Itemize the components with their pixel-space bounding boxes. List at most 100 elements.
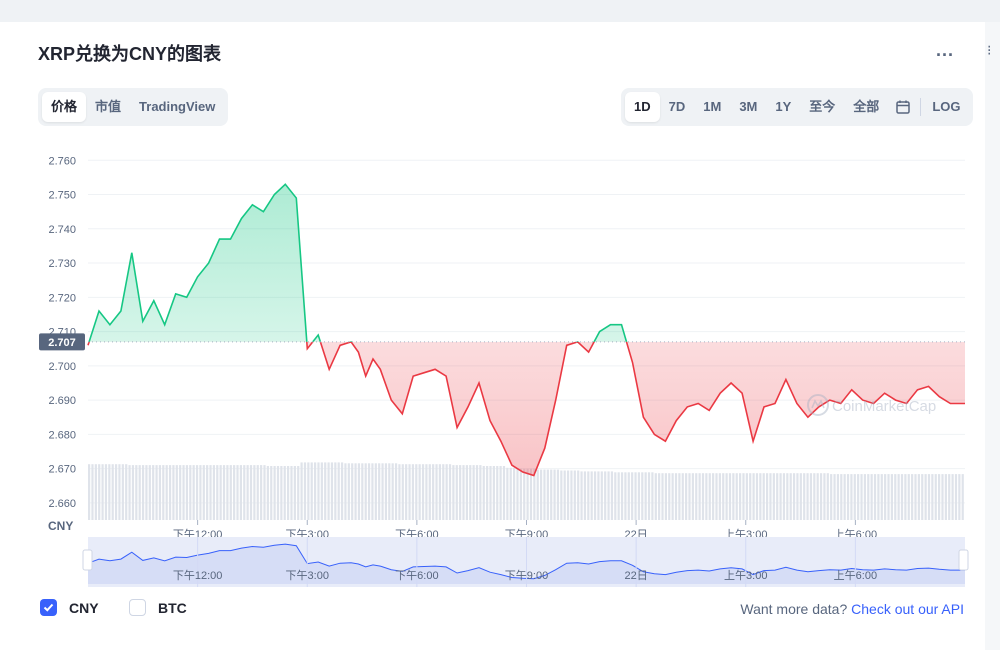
volume-bar [249,465,253,520]
volume-bar [529,468,533,520]
volume-bar [101,464,104,520]
volume-bar [857,474,860,520]
volume-bar [587,471,590,520]
volume-bar [705,473,708,520]
volume-bar [324,462,327,520]
navigator-line [87,543,965,580]
volume-bar [158,465,162,520]
api-promo: Want more data? Check out our API [740,601,964,617]
range-1d[interactable]: 1D [625,92,660,122]
volume-bar [543,469,546,520]
range-tabs: 1D 7D 1M 3M 1Y 至今 全部 LOG [621,88,974,126]
volume-bar [759,473,762,520]
volume-bar [712,473,715,520]
volume-bar [260,465,263,520]
volume-bar [384,463,388,520]
current-price-label: 2.707 [48,337,76,349]
volume-bar [566,470,570,520]
range-7d[interactable]: 7D [668,99,686,114]
volume-bar [239,465,242,520]
volume-bar [361,463,364,520]
volume-bar [570,470,573,520]
navigator-right-handle[interactable] [958,549,969,571]
volume-bar [320,462,323,520]
volume-bar [253,465,256,520]
volume-bar [610,471,614,520]
current-price-badge: 2.707 [39,333,85,351]
volume-bar [121,464,124,520]
tab-price[interactable]: 价格 [42,92,87,122]
navigator-left-handle[interactable] [82,549,93,571]
check-icon[interactable] [40,599,57,616]
range-all[interactable]: 全部 [853,99,880,114]
volume-bar [344,463,347,520]
volume-bar [482,466,485,520]
log-toggle[interactable]: LOG [932,99,961,114]
volume-bar [826,473,829,520]
volume-bar [890,474,893,520]
volume-bar [273,466,276,520]
y-tick-label: 2.670 [48,464,76,476]
volume-bar [246,465,249,520]
volume-bar [900,474,904,520]
volume-bar [128,465,131,520]
volume-bar [432,464,435,520]
price-chart[interactable]: 2.7602.7502.7402.7302.7202.7102.7002.690… [0,140,980,590]
volume-bar [378,463,381,520]
range-ytd[interactable]: 至今 [809,99,836,114]
more-options-icon[interactable]: ... [936,40,955,60]
volume-bar [718,473,721,520]
volume-bar [938,474,941,520]
volume-bar [715,473,718,520]
volume-bar [948,474,951,520]
volume-bar [782,473,786,520]
volume-bar [168,465,172,520]
volume-bar [816,473,819,520]
volume-bar [722,473,725,520]
navigator[interactable]: 下午12:00 下午3:00 下午6:00 下午9:00 22日 上午3:00 上午6:00 [82,537,969,587]
volume-bar [739,473,742,520]
volume-bar [415,464,418,520]
range-1y[interactable]: 1Y [775,99,792,114]
volume-bar [755,473,759,520]
volume-bar [735,473,738,520]
volume-bar [280,466,283,520]
range-1m[interactable]: 1M [703,99,722,114]
volume-bar [445,464,448,520]
volume-bar [303,462,307,520]
volume-bar [270,466,273,520]
legend-btc[interactable]: BTC [129,599,187,616]
volume-bar [111,464,114,520]
volume-bar [681,473,684,520]
api-link[interactable]: Check out our API [851,601,964,617]
volume-bar [843,474,846,520]
right-panel-edge: ⁝ [985,22,1000,650]
range-3m[interactable]: 3M [739,99,758,114]
legend-cny[interactable]: CNY [40,599,99,616]
volume-bar [283,466,286,520]
volume-bar [654,473,657,520]
volume-bar [732,473,735,520]
tab-market-cap[interactable]: 市值 [95,99,122,114]
volume-bar [658,473,661,520]
volume-bar [411,464,415,520]
volume-bar [492,466,495,520]
volume-bar [725,473,728,520]
volume-bar [668,473,671,520]
volume-bar [846,474,850,520]
volume-bar [317,462,320,520]
tab-tradingview[interactable]: TradingView [139,99,216,114]
volume-bar [337,462,340,520]
volume-bar [779,473,782,520]
volume-bar [631,472,634,520]
volume-bar [806,473,809,520]
volume-bar [796,473,799,520]
volume-bar [401,464,404,520]
volume-bar [367,463,371,520]
volume-bar [455,465,458,520]
navigator-tick-label: 下午6:00 [395,569,438,582]
calendar-icon[interactable] [888,92,918,122]
volume-bar [577,470,580,520]
volume-bar [192,465,195,520]
checkbox-empty-icon[interactable] [129,599,146,616]
